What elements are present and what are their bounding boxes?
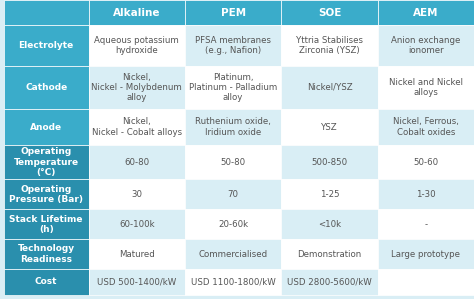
FancyBboxPatch shape: [281, 179, 378, 209]
Text: 30: 30: [131, 190, 142, 199]
FancyBboxPatch shape: [89, 25, 185, 66]
Text: Platinum,
Platinum - Palladium
alloy: Platinum, Platinum - Palladium alloy: [189, 73, 277, 102]
FancyBboxPatch shape: [4, 239, 89, 269]
FancyBboxPatch shape: [378, 25, 474, 66]
Text: Nickel,
Nickel - Cobalt alloys: Nickel, Nickel - Cobalt alloys: [91, 118, 182, 137]
Text: Yttria Stabilises
Zirconia (YSZ): Yttria Stabilises Zirconia (YSZ): [296, 36, 363, 55]
FancyBboxPatch shape: [378, 109, 474, 145]
Text: 20-60k: 20-60k: [218, 220, 248, 229]
FancyBboxPatch shape: [281, 145, 378, 179]
Text: Nickel, Ferrous,
Cobalt oxides: Nickel, Ferrous, Cobalt oxides: [393, 118, 459, 137]
Text: 60-100k: 60-100k: [119, 220, 155, 229]
Text: Matured: Matured: [119, 250, 155, 259]
FancyBboxPatch shape: [378, 145, 474, 179]
FancyBboxPatch shape: [378, 0, 474, 25]
FancyBboxPatch shape: [281, 269, 378, 295]
Text: -: -: [424, 220, 428, 229]
Text: Cathode: Cathode: [25, 83, 67, 92]
FancyBboxPatch shape: [89, 145, 185, 179]
FancyBboxPatch shape: [281, 109, 378, 145]
Text: Anion exchange
ionomer: Anion exchange ionomer: [391, 36, 461, 55]
Text: USD 1100-1800/kW: USD 1100-1800/kW: [191, 277, 275, 286]
Text: YSZ: YSZ: [321, 123, 338, 132]
FancyBboxPatch shape: [378, 239, 474, 269]
FancyBboxPatch shape: [378, 179, 474, 209]
FancyBboxPatch shape: [378, 209, 474, 239]
Text: Anode: Anode: [30, 123, 62, 132]
FancyBboxPatch shape: [281, 239, 378, 269]
Text: Operating
Temperature
(°C): Operating Temperature (°C): [14, 147, 79, 177]
Text: Ruthenium oxide,
Iridium oxide: Ruthenium oxide, Iridium oxide: [195, 118, 271, 137]
FancyBboxPatch shape: [89, 0, 185, 25]
Text: Cost: Cost: [35, 277, 57, 286]
Text: Technology
Readiness: Technology Readiness: [18, 245, 75, 264]
Text: Large prototype: Large prototype: [392, 250, 460, 259]
Text: Nickel and Nickel
alloys: Nickel and Nickel alloys: [389, 78, 463, 97]
FancyBboxPatch shape: [185, 66, 281, 109]
Text: USD 500-1400/kW: USD 500-1400/kW: [97, 277, 176, 286]
FancyBboxPatch shape: [185, 209, 281, 239]
Text: Nickel/YSZ: Nickel/YSZ: [307, 83, 352, 92]
FancyBboxPatch shape: [89, 179, 185, 209]
Text: 1-30: 1-30: [416, 190, 436, 199]
FancyBboxPatch shape: [4, 269, 89, 295]
FancyBboxPatch shape: [89, 239, 185, 269]
FancyBboxPatch shape: [4, 109, 89, 145]
Text: 60-80: 60-80: [124, 158, 149, 167]
FancyBboxPatch shape: [89, 209, 185, 239]
FancyBboxPatch shape: [185, 145, 281, 179]
FancyBboxPatch shape: [281, 209, 378, 239]
FancyBboxPatch shape: [4, 145, 89, 179]
FancyBboxPatch shape: [4, 179, 89, 209]
Text: USD 2800-5600/kW: USD 2800-5600/kW: [287, 277, 372, 286]
FancyBboxPatch shape: [281, 25, 378, 66]
Text: Aqueous potassium
hydroxide: Aqueous potassium hydroxide: [94, 36, 179, 55]
Text: 50-60: 50-60: [413, 158, 438, 167]
FancyBboxPatch shape: [89, 109, 185, 145]
FancyBboxPatch shape: [4, 25, 89, 66]
FancyBboxPatch shape: [4, 66, 89, 109]
Text: AEM: AEM: [413, 8, 438, 18]
FancyBboxPatch shape: [89, 66, 185, 109]
Text: 500-850: 500-850: [311, 158, 347, 167]
FancyBboxPatch shape: [185, 179, 281, 209]
Text: Alkaline: Alkaline: [113, 8, 161, 18]
Text: 50-80: 50-80: [220, 158, 246, 167]
Text: Stack Lifetime
(h): Stack Lifetime (h): [9, 215, 83, 234]
FancyBboxPatch shape: [378, 269, 474, 295]
FancyBboxPatch shape: [185, 0, 281, 25]
FancyBboxPatch shape: [185, 25, 281, 66]
FancyBboxPatch shape: [4, 209, 89, 239]
FancyBboxPatch shape: [89, 269, 185, 295]
Text: PEM: PEM: [220, 8, 246, 18]
Text: Commercialised: Commercialised: [199, 250, 268, 259]
FancyBboxPatch shape: [378, 66, 474, 109]
FancyBboxPatch shape: [281, 0, 378, 25]
Text: Demonstration: Demonstration: [297, 250, 362, 259]
Text: SOE: SOE: [318, 8, 341, 18]
Text: Electrolyte: Electrolyte: [18, 41, 74, 50]
FancyBboxPatch shape: [281, 66, 378, 109]
FancyBboxPatch shape: [185, 239, 281, 269]
Text: Nickel,
Nickel - Molybdenum
alloy: Nickel, Nickel - Molybdenum alloy: [91, 73, 182, 102]
Text: <10k: <10k: [318, 220, 341, 229]
FancyBboxPatch shape: [185, 109, 281, 145]
FancyBboxPatch shape: [4, 0, 89, 25]
Text: Operating
Pressure (Bar): Operating Pressure (Bar): [9, 185, 83, 204]
Text: 1-25: 1-25: [319, 190, 339, 199]
Text: PFSA membranes
(e.g., Nafion): PFSA membranes (e.g., Nafion): [195, 36, 271, 55]
Text: 70: 70: [228, 190, 238, 199]
FancyBboxPatch shape: [185, 269, 281, 295]
